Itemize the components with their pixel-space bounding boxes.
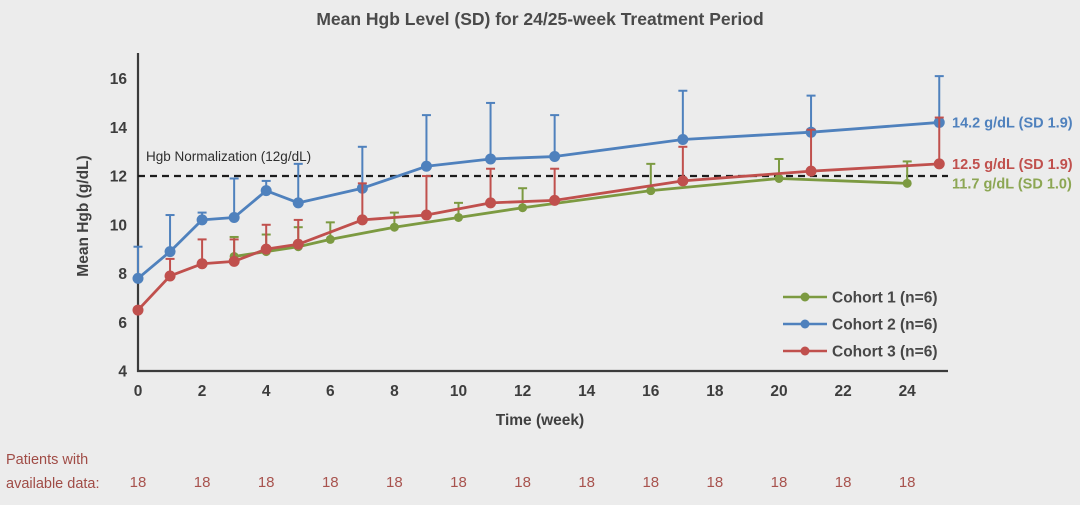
data-point [292, 238, 304, 250]
data-point [196, 258, 208, 270]
footer-values: 18 18 18 18 18 18 18 18 18 18 18 18 18 [130, 474, 916, 491]
y-tick-label: 14 [110, 120, 128, 137]
reference-line-label: Hgb Normalization (12g/dL) [146, 149, 311, 164]
data-point [389, 222, 399, 232]
data-point [677, 133, 689, 145]
legend-label: Cohort 3 (n=6) [832, 344, 938, 361]
footer-value: 18 [707, 474, 724, 491]
footer-value: 18 [771, 474, 788, 491]
data-point [356, 214, 368, 226]
data-point [260, 243, 272, 255]
footer-value: 18 [258, 474, 275, 491]
x-tick-label: 0 [134, 383, 143, 400]
x-axis-label: Time (week) [496, 412, 584, 429]
legend-swatch-dot [800, 292, 810, 302]
footer-value: 18 [386, 474, 403, 491]
series-end-annotation: 14.2 g/dL (SD 1.9) [952, 115, 1073, 131]
x-tick-label: 6 [326, 383, 335, 400]
x-tick-label: 22 [834, 383, 851, 400]
x-tick-label: 4 [262, 383, 271, 400]
y-tick-label: 8 [118, 266, 127, 283]
data-point [325, 234, 335, 244]
data-point [646, 186, 656, 196]
footer-value: 18 [322, 474, 339, 491]
x-tick-label: 18 [706, 383, 724, 400]
chart-title: Mean Hgb Level (SD) for 24/25-week Treat… [316, 9, 763, 29]
series-end-annotation: 12.5 g/dL (SD 1.9) [952, 157, 1073, 173]
y-axis-label: Mean Hgb (g/dL) [75, 155, 92, 276]
footer-value: 18 [642, 474, 659, 491]
data-point [164, 246, 176, 258]
x-tick-label: 10 [450, 383, 467, 400]
data-point [933, 158, 945, 170]
data-point [549, 151, 561, 163]
data-point [292, 197, 304, 209]
data-point [485, 153, 497, 165]
x-tick-label: 24 [899, 383, 917, 400]
data-point [902, 178, 912, 188]
x-tick-label: 2 [198, 383, 207, 400]
end-annotations: 11.7 g/dL (SD 1.0) 14.2 g/dL (SD 1.9) 12.5… [952, 115, 1073, 192]
y-tick-label: 4 [118, 364, 127, 381]
x-tick-label: 8 [390, 383, 399, 400]
data-point [132, 304, 144, 316]
y-tick-label: 6 [118, 315, 127, 332]
legend-label: Cohort 1 (n=6) [832, 290, 938, 307]
footer-value: 18 [130, 474, 147, 491]
legend-swatch-dot [800, 319, 810, 329]
data-point [420, 160, 432, 172]
data-series [132, 75, 945, 316]
footer-label-line2: available data: [6, 476, 100, 492]
footer-value: 18 [835, 474, 852, 491]
data-point [774, 173, 784, 183]
y-tick-label: 10 [110, 217, 127, 234]
x-tick-label: 16 [642, 383, 660, 400]
legend-swatch-dot [800, 346, 810, 356]
x-tick-label: 14 [578, 383, 596, 400]
footer-value: 18 [514, 474, 531, 491]
data-point [132, 272, 144, 284]
data-point [677, 175, 689, 187]
x-tick-label: 12 [514, 383, 531, 400]
data-point [485, 197, 497, 209]
data-point [260, 185, 272, 197]
series-line [136, 162, 940, 312]
data-point [228, 255, 240, 267]
data-point [196, 214, 208, 226]
y-tick-label: 12 [110, 169, 127, 186]
data-point [518, 203, 528, 213]
footer-value: 18 [194, 474, 211, 491]
data-point [805, 165, 817, 177]
x-tick-label: 20 [770, 383, 787, 400]
series-end-annotation: 11.7 g/dL (SD 1.0) [952, 176, 1072, 192]
data-point [164, 270, 176, 282]
footer-label-line1: Patients with [6, 452, 88, 468]
data-point [549, 194, 561, 206]
data-point [420, 209, 432, 221]
footer-value: 18 [578, 474, 595, 491]
y-tick-label: 16 [110, 71, 128, 88]
footer-value: 18 [899, 474, 916, 491]
legend-label: Cohort 2 (n=6) [832, 317, 938, 334]
footer-value: 18 [450, 474, 467, 491]
data-point [454, 212, 463, 222]
data-point [228, 211, 240, 223]
chart-legend: Cohort 1 (n=6) Cohort 2 (n=6) Cohort 3 (n=… [783, 290, 938, 361]
series-line [233, 177, 908, 258]
